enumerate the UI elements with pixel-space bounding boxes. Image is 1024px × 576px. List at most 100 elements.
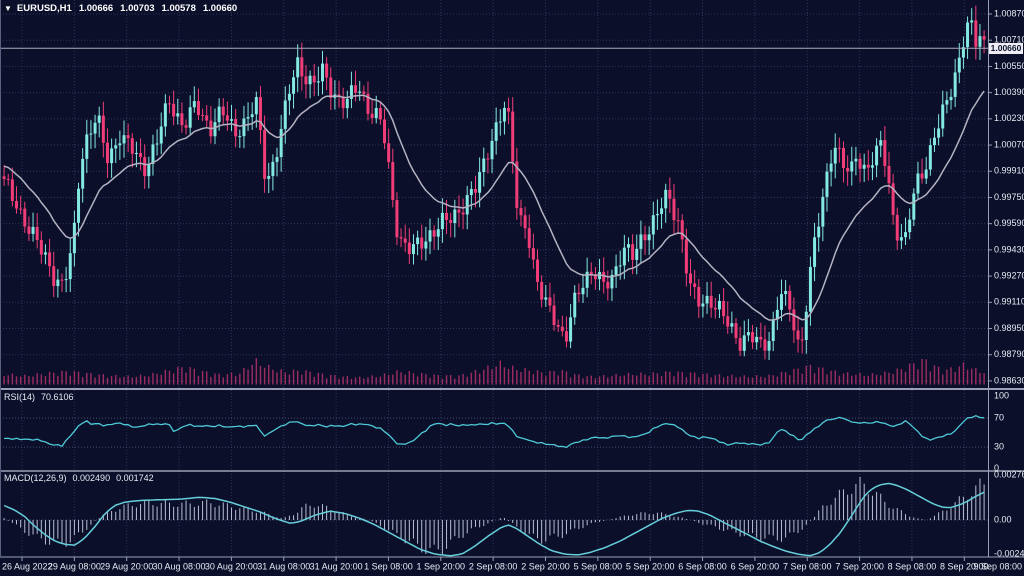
bull-candle [97, 115, 101, 123]
time-axis-label: 8 Sep 08:00 [888, 561, 937, 571]
volume-bar [553, 370, 555, 385]
bull-candle [316, 81, 320, 83]
bear-candle [842, 147, 846, 169]
volume-bar [396, 370, 398, 385]
bear-candle [300, 57, 304, 77]
volume-bar [710, 377, 712, 385]
volume-bar [371, 375, 373, 385]
bull-candle [114, 145, 118, 149]
volume-bar [454, 378, 456, 385]
bull-candle [424, 241, 428, 249]
bear-candle [672, 198, 676, 221]
time-axis-label: 30 Aug 08:00 [153, 561, 206, 571]
bear-candle [552, 305, 556, 325]
macd-axis-label: -0.002482 [994, 548, 1024, 558]
volume-bar [958, 366, 960, 385]
bear-candle [540, 281, 544, 300]
bear-candle [52, 266, 56, 287]
bull-candle [804, 311, 808, 340]
bull-candle [279, 128, 283, 158]
volume-bar [648, 376, 650, 385]
rsi-indicator-label: RSI(14) 70.6106 [4, 392, 80, 402]
volume-bar [677, 371, 679, 385]
volume-bar [855, 374, 857, 385]
volume-bar [462, 373, 464, 385]
volume-bar [867, 375, 870, 385]
bear-candle [858, 158, 862, 169]
volume-bar [206, 371, 208, 385]
bull-candle [118, 143, 122, 146]
volume-bar [619, 376, 621, 385]
volume-bar [917, 369, 919, 385]
bull-candle [854, 158, 858, 162]
bull-candle [490, 140, 494, 160]
bear-candle [6, 178, 10, 180]
volume-bar [979, 373, 981, 385]
bull-candle [928, 145, 932, 170]
volume-bar [636, 375, 638, 385]
bear-candle [27, 226, 31, 234]
volume-bar [813, 373, 816, 385]
bear-candle [763, 339, 767, 351]
bull-candle [771, 319, 775, 342]
rsi-axis-label: 30 [994, 441, 1004, 451]
bull-candle [93, 122, 97, 134]
bear-candle [457, 209, 461, 213]
bull-candle [742, 335, 746, 351]
bull-candle [784, 290, 788, 295]
volume-bar [81, 377, 84, 385]
volume-bar [574, 374, 576, 385]
bull-candle [701, 303, 705, 307]
volume-bar [106, 377, 109, 385]
symbol-dropdown-icon[interactable]: ▼ [4, 4, 12, 13]
volume-bar [760, 376, 762, 385]
bull-candle [821, 196, 825, 227]
volume-bar [156, 373, 158, 385]
bull-candle [746, 332, 750, 336]
volume-bar [77, 371, 80, 385]
bull-candle [246, 117, 250, 119]
bear-candle [759, 336, 763, 340]
bear-candle [726, 316, 730, 327]
bear-candle [920, 173, 924, 179]
volume-bar [3, 376, 5, 385]
bull-candle [478, 172, 482, 193]
bull-candle [957, 57, 961, 73]
bear-candle [378, 107, 382, 120]
bull-candle [440, 212, 444, 230]
bull-candle [320, 63, 324, 82]
volume-bar [801, 373, 803, 385]
bull-candle [494, 122, 498, 141]
volume-bar [226, 374, 229, 385]
volume-bar [148, 376, 150, 385]
volume-bar [296, 370, 299, 385]
volume-bar [578, 374, 580, 385]
volume-bar [131, 377, 133, 385]
bear-candle [846, 168, 850, 172]
bear-candle [689, 273, 693, 284]
macd-main-value: 0.002490 [72, 473, 111, 483]
bear-candle [399, 237, 403, 239]
volume-bar [933, 365, 936, 385]
time-axis-label: 30 Aug 20:00 [205, 561, 258, 571]
bear-candle [449, 219, 453, 224]
volume-bar [222, 377, 224, 385]
volume-bar [458, 375, 460, 385]
bull-candle [639, 234, 643, 249]
volume-bar [168, 370, 171, 385]
bull-candle [626, 244, 630, 248]
time-axis-label: 7 Sep 20:00 [835, 561, 884, 571]
bear-candle [420, 237, 424, 249]
bear-candle [693, 283, 697, 288]
volume-bar [288, 374, 291, 385]
bear-candle [201, 115, 205, 117]
bear-candle [511, 111, 515, 162]
bull-candle [635, 248, 639, 260]
volume-bar [499, 360, 501, 385]
volume-bar [53, 372, 55, 385]
bull-candle [85, 134, 89, 159]
symbol-timeframe: EURUSD,H1 [16, 3, 72, 14]
volume-bar [301, 374, 303, 385]
